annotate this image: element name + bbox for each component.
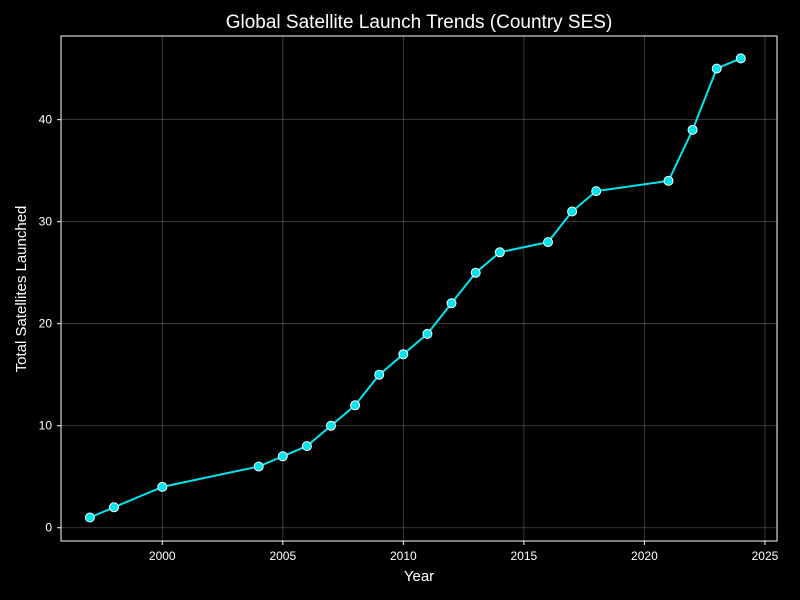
data-point: [567, 206, 578, 217]
x-axis: 2000 2005 2010 2015 2020 2025: [149, 541, 779, 563]
data-point: [109, 502, 119, 513]
y-tick-label: 10: [39, 419, 53, 433]
x-axis-label: Year: [404, 568, 434, 585]
x-tick-label: 2020: [631, 549, 658, 563]
data-point: [326, 420, 336, 431]
y-tick-label: 0: [45, 521, 52, 535]
data-point: [663, 175, 674, 186]
data-points: [84, 53, 746, 523]
data-point: [591, 186, 602, 197]
data-point: [711, 63, 722, 74]
y-tick-label: 20: [39, 317, 53, 331]
data-point: [374, 369, 385, 380]
x-tick-label: 2010: [390, 549, 417, 563]
x-tick-label: 2000: [149, 549, 176, 563]
x-tick-label: 2015: [511, 549, 538, 563]
data-point: [494, 247, 505, 258]
data-point: [687, 124, 698, 135]
data-point: [735, 53, 746, 64]
grid-lines: [61, 36, 777, 541]
data-point: [398, 349, 409, 360]
data-point: [277, 451, 288, 462]
x-tick-label: 2005: [269, 549, 296, 563]
data-point: [253, 461, 264, 472]
y-tick-label: 30: [39, 215, 53, 229]
data-point: [84, 512, 95, 523]
y-axis-label: Total Satellites Launched: [13, 206, 30, 373]
data-point: [422, 328, 433, 339]
data-point: [157, 481, 168, 492]
y-tick-label: 40: [39, 113, 53, 127]
chart-title: Global Satellite Launch Trends (Country …: [226, 12, 613, 33]
data-point: [301, 441, 312, 452]
y-axis: 0 10 20 30 40: [39, 113, 61, 535]
plot-frame: [60, 35, 778, 542]
data-point: [446, 298, 457, 309]
data-point: [350, 400, 361, 411]
data-point: [543, 237, 553, 248]
x-tick-label: 2025: [752, 549, 779, 563]
data-point: [470, 267, 481, 278]
